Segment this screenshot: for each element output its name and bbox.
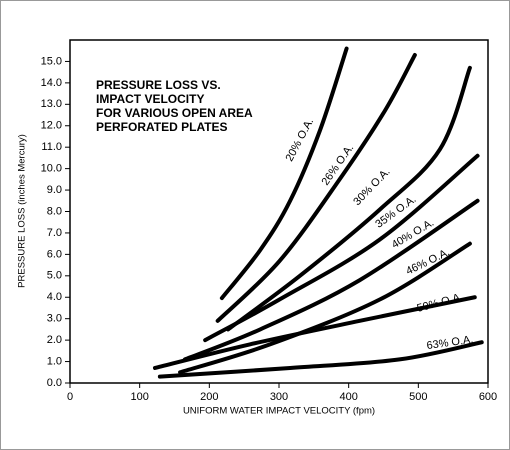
curve: [178, 241, 472, 375]
curve: [219, 46, 349, 301]
y-tick-label: 10.0: [41, 163, 62, 175]
y-tick-label: 1.0: [47, 355, 62, 367]
x-tick-label: 0: [67, 391, 73, 403]
y-tick-label: 9.0: [47, 184, 62, 196]
y-tick-label: 11.0: [41, 141, 62, 153]
chart-title: PERFORATED PLATES: [96, 120, 228, 134]
y-tick-label: 6.0: [47, 248, 62, 260]
y-tick-label: 8.0: [47, 205, 62, 217]
y-tick-label: 0.0: [47, 377, 62, 389]
x-tick-label: 100: [130, 391, 148, 403]
x-tick-label: 300: [270, 391, 288, 403]
y-tick-label: 15.0: [41, 55, 62, 67]
x-tick-label: 200: [200, 391, 218, 403]
y-tick-label: 2.0: [47, 334, 62, 346]
y-tick-label: 12.0: [41, 120, 62, 132]
y-tick-label: 4.0: [47, 291, 62, 303]
curve: [226, 65, 472, 332]
x-tick-label: 400: [339, 391, 357, 403]
curve: [203, 153, 480, 343]
chart-title: FOR VARIOUS OPEN AREA: [96, 106, 253, 120]
y-tick-label: 14.0: [41, 77, 62, 89]
curve: [215, 53, 417, 323]
x-tick-label: 600: [479, 391, 497, 403]
x-tick-label: 500: [409, 391, 427, 403]
y-tick-label: 7.0: [47, 227, 62, 239]
chart-title: IMPACT VELOCITY: [96, 92, 204, 106]
x-axis-label: UNIFORM WATER IMPACT VELOCITY (fpm): [183, 406, 375, 417]
y-tick-label: 13.0: [41, 98, 62, 110]
y-tick-label: 3.0: [47, 313, 62, 325]
curve: [182, 198, 480, 362]
y-tick-label: 5.0: [47, 270, 62, 282]
y-axis-label: PRESSURE LOSS (inches Mercury): [17, 134, 28, 288]
curve: [157, 340, 484, 379]
chart-title: PRESSURE LOSS VS.: [96, 78, 221, 92]
curve: [152, 295, 477, 370]
